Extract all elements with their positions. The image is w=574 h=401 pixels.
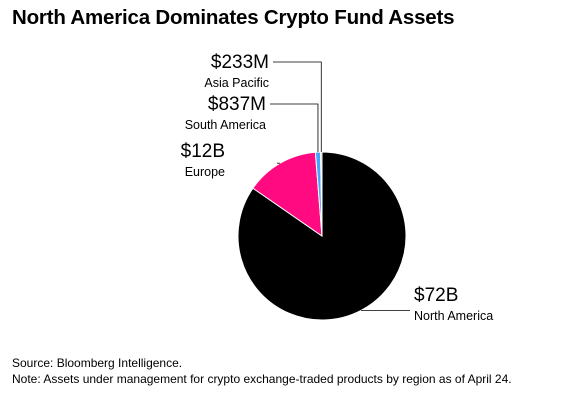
slice-labels: $72B North America $12B Europe $837M South Am… [181,52,494,323]
leader-line-south-america [270,103,319,153]
value-label-europe: $12B [181,141,225,162]
footnote: Note: Assets under management for crypto… [12,372,512,386]
value-label-asia-pacific: $233M [211,52,269,73]
name-label-north-america: North America [414,309,493,323]
name-label-europe: Europe [185,165,225,179]
chart-title: North America Dominates Crypto Fund Asse… [12,6,455,29]
source-note: Source: Bloomberg Intelligence. [12,356,183,370]
leader-line-asia-pacific [273,61,322,152]
name-label-asia-pacific: Asia Pacific [204,76,269,90]
slice-asia-pacific [320,151,323,237]
value-label-south-america: $837M [208,94,266,115]
value-label-north-america: $72B [414,285,458,306]
name-label-south-america: South America [185,118,266,132]
pie-slices [237,151,407,321]
leader-lines [270,61,410,311]
slice-europe [252,151,323,238]
